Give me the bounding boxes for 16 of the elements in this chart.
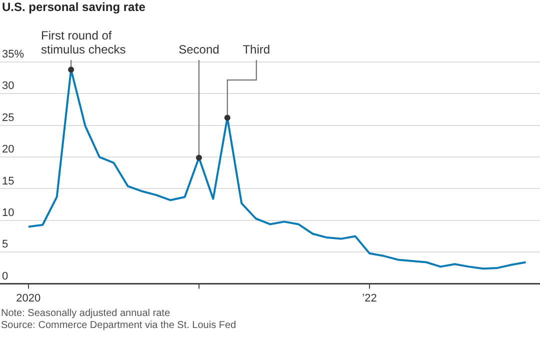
y-tick-label: 10 [2,206,14,219]
y-tick-label: 35% [2,48,24,61]
chart-title: U.S. personal saving rate [1,0,146,14]
annotation: First round of stimulus checks [41,28,126,56]
x-tick-label: 2020 [16,292,41,304]
y-tick-label: 5 [2,238,8,251]
y-tick-label: 30 [2,80,14,92]
annotation: Third [242,42,270,56]
y-tick-label: 15 [2,175,14,188]
y-tick-label: 0 [2,270,8,282]
annotation: Second [178,42,220,56]
source-note: Source: Commerce Department via the St. Louis Fed [1,320,238,332]
text: Note: Seasonally adjusted annual rate [1,308,172,320]
y-tick-label: 25 [2,112,14,124]
y-tick-label: 20 [2,144,14,156]
x-tick-label: ’22 [362,292,377,304]
